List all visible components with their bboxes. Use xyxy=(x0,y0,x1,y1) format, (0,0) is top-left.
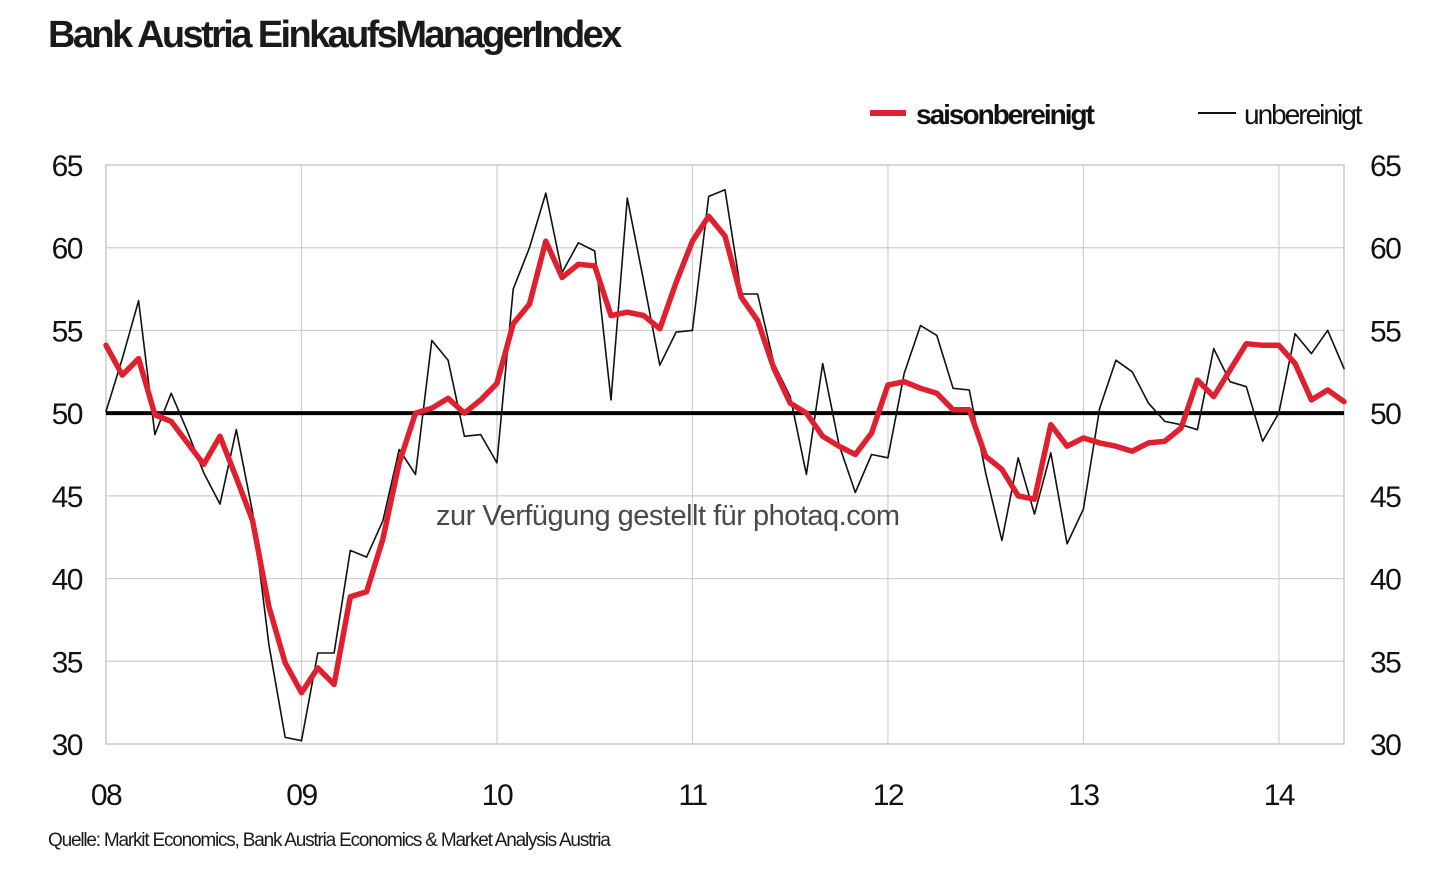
y-tick-left-35: 35 xyxy=(52,646,83,679)
y-tick-left-50: 50 xyxy=(52,398,83,431)
x-tick-12: 12 xyxy=(873,779,904,812)
chart-title: Bank Austria EinkaufsManagerIndex xyxy=(48,14,622,56)
series-line-saisonbereinigt xyxy=(103,213,1347,696)
legend: saisonbereinigt unbereinigt xyxy=(870,99,1365,130)
x-tick-08: 08 xyxy=(91,779,122,812)
y-tick-left-65: 65 xyxy=(52,150,83,183)
y-tick-left-40: 40 xyxy=(52,564,83,597)
label-layer: 30 30 35 35 40 40 45 45 50 50 55 55 60 60 65 65 08 09 10 11… xyxy=(52,150,1403,812)
x-tick-14: 14 xyxy=(1264,779,1295,812)
x-tick-10: 10 xyxy=(482,779,513,812)
y-tick-left-55: 55 xyxy=(52,315,83,348)
x-tick-11: 11 xyxy=(678,779,707,812)
y-tick-right-40: 40 xyxy=(1370,564,1401,597)
x-tick-09: 09 xyxy=(286,779,317,812)
y-tick-right-50: 50 xyxy=(1370,398,1401,431)
y-tick-left-30: 30 xyxy=(52,729,83,762)
legend-label-unbereinigt: unbereinigt xyxy=(1244,99,1363,130)
series-line-unbereinigt xyxy=(105,189,1345,742)
legend-label-saisonbereinigt: saisonbereinigt xyxy=(916,99,1095,130)
y-tick-right-55: 55 xyxy=(1370,315,1401,348)
series-layer xyxy=(103,189,1347,742)
y-tick-right-35: 35 xyxy=(1370,646,1401,679)
x-tick-13: 13 xyxy=(1068,779,1099,812)
y-tick-right-65: 65 xyxy=(1370,150,1401,183)
y-tick-right-30: 30 xyxy=(1370,729,1401,762)
grid-layer xyxy=(105,164,1345,745)
source-note: Quelle: Markit Economics, Bank Austria E… xyxy=(48,830,611,851)
y-tick-left-60: 60 xyxy=(52,233,83,266)
y-tick-right-60: 60 xyxy=(1370,233,1401,266)
plot-frame xyxy=(105,164,1345,745)
watermark-text: zur Verfügung gestellt für photaq.com xyxy=(436,500,900,532)
y-tick-left-45: 45 xyxy=(52,481,83,514)
y-tick-right-45: 45 xyxy=(1370,481,1401,514)
